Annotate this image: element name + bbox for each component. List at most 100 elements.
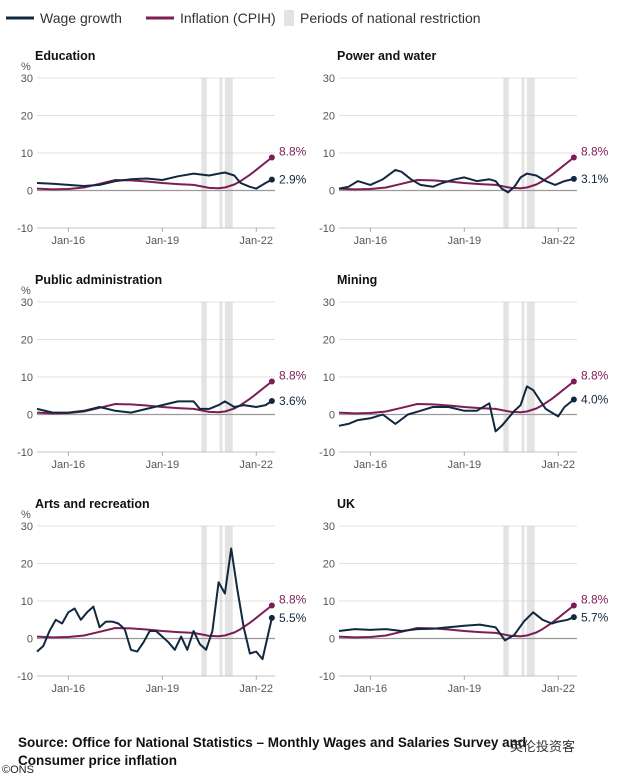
wage-growth-line [36, 400, 273, 414]
y-tick-label: 30 [323, 521, 335, 533]
x-tick-label: Jan-22 [239, 235, 273, 247]
x-tick-label: Jan-16 [353, 235, 387, 247]
y-tick-label: 20 [323, 111, 335, 123]
panel-education: Education%30 20 10 0 -10 Jan-16 Jan-19 Jan-22 8.… [17, 49, 307, 247]
inflation-line [338, 380, 575, 415]
x-tick-label: Jan-16 [51, 235, 85, 247]
x-tick-label: Jan-22 [541, 683, 575, 695]
x-tick-label: Jan-19 [447, 459, 481, 471]
y-tick-label: -10 [17, 671, 33, 683]
wage-growth-line [36, 171, 273, 190]
inflation-end-label: 8.8% [581, 369, 609, 383]
y-tick-label: 30 [21, 297, 33, 309]
panel-title: UK [337, 497, 355, 511]
legend-label-wage: Wage growth [40, 10, 122, 26]
y-tick-label: 0 [27, 186, 33, 198]
y-tick-label: 0 [329, 186, 335, 198]
inflation-end-marker [268, 602, 275, 609]
panel-title: Mining [337, 273, 377, 287]
wage-end-marker [268, 176, 275, 183]
y-tick-label: 30 [323, 297, 335, 309]
y-tick-label: 0 [27, 410, 33, 422]
inflation-end-marker [268, 154, 275, 161]
wage-end-label: 2.9% [279, 173, 307, 187]
y-tick-label: 20 [323, 335, 335, 347]
wage-end-label: 5.5% [279, 611, 307, 625]
wage-end-label: 3.6% [279, 394, 307, 408]
y-axis-unit: % [21, 509, 31, 521]
inflation-line [338, 156, 575, 191]
y-tick-label: -10 [319, 671, 335, 683]
y-tick-label: -10 [17, 447, 33, 459]
inflation-end-marker [570, 378, 577, 385]
inflation-end-label: 8.8% [279, 369, 307, 383]
ons-credit: ©ONS [2, 764, 34, 776]
wage-growth-line [338, 611, 575, 642]
wage-end-marker [570, 614, 577, 621]
y-tick-label: -10 [17, 223, 33, 235]
panel-public-administration: Public administration%30 20 10 0 -10 Jan-16 Ja… [17, 273, 307, 471]
panel-title: Arts and recreation [35, 497, 150, 511]
watermark-text: 英伦投资客 [510, 740, 576, 755]
y-tick-label: 0 [329, 410, 335, 422]
y-tick-label: 30 [323, 73, 335, 85]
y-tick-label: 10 [323, 148, 335, 160]
panel-title: Education [35, 49, 95, 63]
y-tick-label: 10 [21, 372, 33, 384]
x-tick-label: Jan-19 [145, 235, 179, 247]
inflation-end-marker [268, 378, 275, 385]
panel-title: Public administration [35, 273, 162, 287]
wage-growth-line [36, 547, 273, 661]
wage-end-label: 4.0% [581, 393, 609, 407]
inflation-end-label: 8.8% [279, 145, 307, 159]
source-note: Source: Office for National Statistics –… [18, 735, 527, 768]
y-tick-label: 20 [21, 111, 33, 123]
legend-label-inflation: Inflation (CPIH) [180, 10, 276, 26]
inflation-end-label: 8.8% [279, 593, 307, 607]
panel-arts-and-recreation: Arts and recreation%30 20 10 0 -10 Jan-16 Jan-… [17, 497, 307, 695]
x-tick-label: Jan-19 [447, 235, 481, 247]
y-tick-label: 10 [21, 596, 33, 608]
y-tick-label: 30 [21, 521, 33, 533]
x-tick-label: Jan-16 [353, 683, 387, 695]
inflation-line [36, 156, 273, 191]
x-tick-label: Jan-19 [145, 683, 179, 695]
x-tick-label: Jan-19 [447, 683, 481, 695]
y-tick-label: 10 [323, 372, 335, 384]
wage-end-marker [570, 175, 577, 182]
wage-end-marker [570, 396, 577, 403]
y-tick-label: 30 [21, 73, 33, 85]
x-tick-label: Jan-16 [51, 459, 85, 471]
wage-end-marker [268, 398, 275, 404]
inflation-line [36, 380, 273, 415]
y-tick-label: 0 [27, 634, 33, 646]
wage-growth-line [338, 168, 575, 194]
wage-end-marker [268, 614, 275, 621]
y-tick-label: 0 [329, 634, 335, 646]
legend-swatch-restriction [284, 10, 294, 26]
inflation-end-label: 8.8% [581, 592, 609, 606]
x-tick-label: Jan-22 [239, 683, 273, 695]
y-axis-unit: % [21, 61, 31, 73]
x-tick-label: Jan-19 [145, 459, 179, 471]
panel-title: Power and water [337, 49, 436, 63]
y-axis-unit: % [21, 285, 31, 297]
inflation-end-marker [570, 602, 577, 609]
legend-label-restriction: Periods of national restriction [300, 10, 481, 26]
inflation-line [36, 604, 273, 639]
inflation-end-label: 8.8% [581, 145, 609, 159]
wage-end-label: 5.7% [581, 610, 609, 624]
x-tick-label: Jan-16 [353, 459, 387, 471]
x-tick-label: Jan-22 [541, 235, 575, 247]
x-tick-label: Jan-16 [51, 683, 85, 695]
legend: Wage growth Inflation (CPIH) Periods of … [6, 10, 481, 26]
y-tick-label: 10 [323, 596, 335, 608]
y-tick-label: 20 [323, 559, 335, 571]
y-tick-label: 20 [21, 559, 33, 571]
x-tick-label: Jan-22 [541, 459, 575, 471]
wage-growth-line [338, 385, 575, 433]
